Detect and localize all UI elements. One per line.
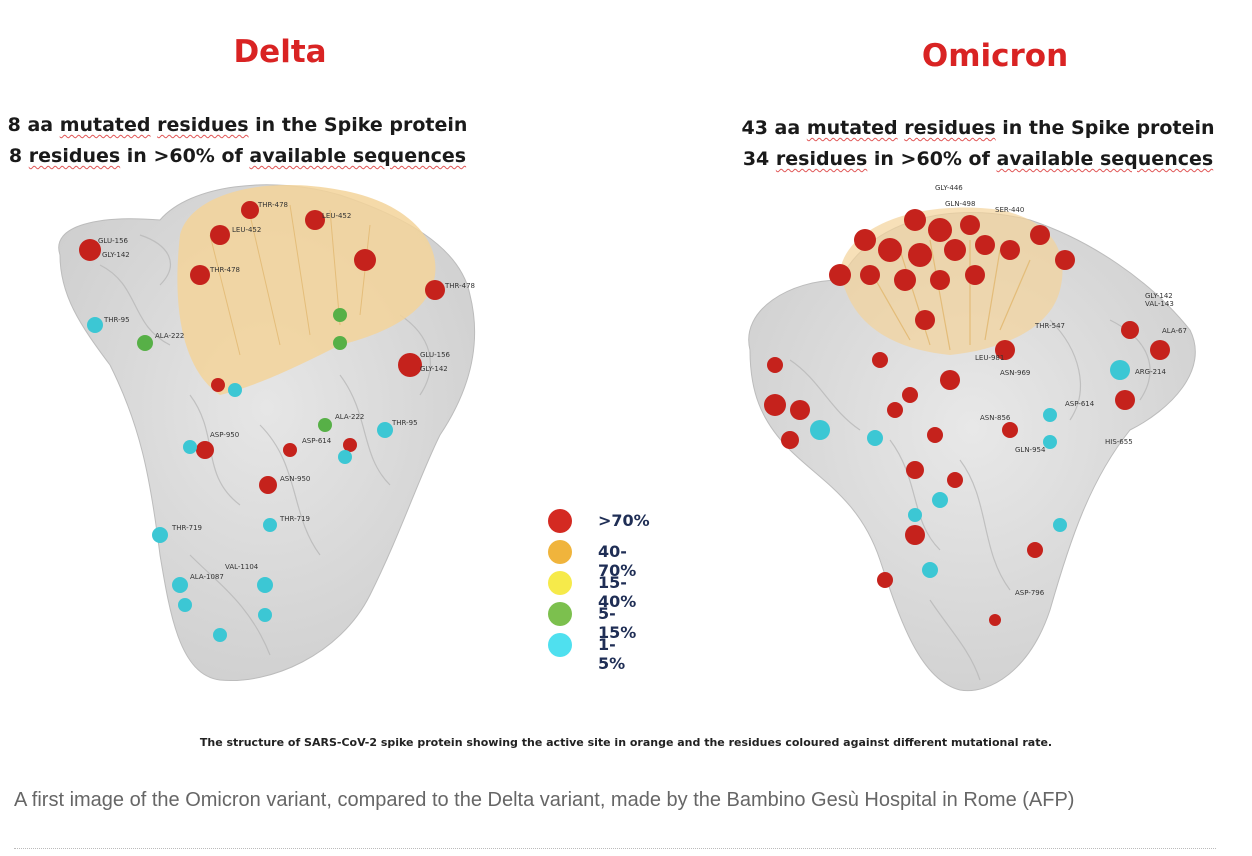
delta-label-12: ASP-950: [210, 431, 239, 439]
omicron-low-residues: [810, 360, 1130, 578]
omicron-label-3: SER-440: [995, 206, 1024, 214]
delta-label-16: ASN-950: [280, 475, 310, 483]
delta-spike-structure: THR-478 LEU-452 GLU-156 GLY-142 LEU-452 …: [58, 184, 476, 682]
omicron-subtitle-line1: 43 aa mutated residues in the Spike prot…: [741, 117, 1215, 139]
delta-label-4: GLY-142: [102, 251, 130, 259]
delta-subtitle-line1: 8 aa mutated residues in the Spike prote…: [7, 114, 468, 136]
omicron-label-10: GLN-954: [1015, 446, 1046, 454]
omicron-spike-structure: GLY-446 GLN-498 SER-440 THR-547 LEU-981 …: [748, 184, 1196, 692]
delta-label-3: GLU-156: [98, 237, 129, 245]
legend-swatch: [548, 602, 572, 626]
delta-subtitle: 8 aa mutated residues in the Spike prote…: [0, 110, 475, 172]
delta-title: Delta: [233, 34, 327, 70]
delta-label-19: VAL-1104: [225, 563, 259, 571]
delta-label-15: THR-95: [391, 419, 418, 427]
omicron-label-1: GLY-446: [935, 184, 963, 192]
omicron-label-2: GLN-498: [945, 200, 975, 208]
delta-label-2: LEU-452: [322, 212, 351, 220]
legend-label: >70%: [598, 511, 650, 530]
caption-divider: [14, 848, 1216, 849]
legend-label: 15-40%: [598, 573, 637, 611]
omicron-subtitle-line2: 34 residues in >60% of available sequenc…: [742, 148, 1214, 170]
omicron-label-11: ARG-214: [1135, 368, 1167, 376]
delta-label-1: THR-478: [257, 201, 288, 209]
delta-label-7: THR-95: [103, 316, 130, 324]
delta-label-9: THR-478: [209, 266, 240, 274]
omicron-residue-labels: GLY-446 GLN-498 SER-440 THR-547 LEU-981 …: [935, 184, 1187, 597]
delta-label-10: GLU-156: [420, 351, 451, 359]
delta-active-site: [177, 185, 436, 395]
delta-subtitle-line2: 8 residues in >60% of available sequence…: [8, 145, 467, 167]
delta-label-18: THR-719: [279, 515, 310, 523]
omicron-label-6: ASN-969: [1000, 369, 1030, 377]
delta-label-13: ASP-614: [302, 437, 332, 445]
omicron-label-5: LEU-981: [975, 354, 1004, 362]
omicron-label-9: HIS-655: [1105, 438, 1133, 446]
legend-label: 5-15%: [598, 604, 637, 642]
omicron-title: Omicron: [921, 38, 1069, 74]
omicron-subtitle: 43 aa mutated residues in the Spike prot…: [738, 113, 1218, 175]
delta-label-20: ALA-1087: [190, 573, 224, 581]
legend-swatch: [548, 571, 572, 595]
legend-swatch: [548, 509, 572, 533]
figure-caption: The structure of SARS-CoV-2 spike protei…: [199, 736, 1053, 749]
delta-label-5: LEU-452: [232, 226, 261, 234]
delta-label-11: GLY-142: [420, 365, 448, 373]
image-caption: A first image of the Omicron variant, co…: [14, 789, 1075, 811]
legend-label: 1-5%: [598, 635, 626, 673]
delta-label-14: ALA-222: [335, 413, 364, 421]
delta-mid-residues: [137, 308, 347, 432]
omicron-label-8: ASP-614: [1065, 400, 1095, 408]
delta-high-residues: [79, 201, 445, 494]
delta-label-6: THR-478: [444, 282, 475, 290]
legend-label: 40-70%: [598, 542, 637, 580]
delta-label-17: THR-719: [171, 524, 202, 532]
legend-swatch: [548, 633, 572, 657]
omicron-label-14: VAL-143: [1145, 300, 1174, 308]
omicron-label-13: GLY-142: [1145, 292, 1173, 300]
delta-low-residues: [87, 317, 393, 642]
omicron-high-residues: [764, 209, 1170, 626]
omicron-label-15: ASP-796: [1015, 589, 1045, 597]
figure-image: Delta 8 aa mutated residues in the Spike…: [0, 34, 1218, 749]
omicron-label-4: THR-547: [1034, 322, 1065, 330]
legend-swatch: [548, 540, 572, 564]
delta-label-8: ALA-222: [155, 332, 184, 340]
omicron-label-12: ALA-67: [1162, 327, 1187, 335]
delta-residue-labels: THR-478 LEU-452 GLU-156 GLY-142 LEU-452 …: [98, 201, 475, 581]
omicron-label-7: ASN-856: [980, 414, 1011, 422]
